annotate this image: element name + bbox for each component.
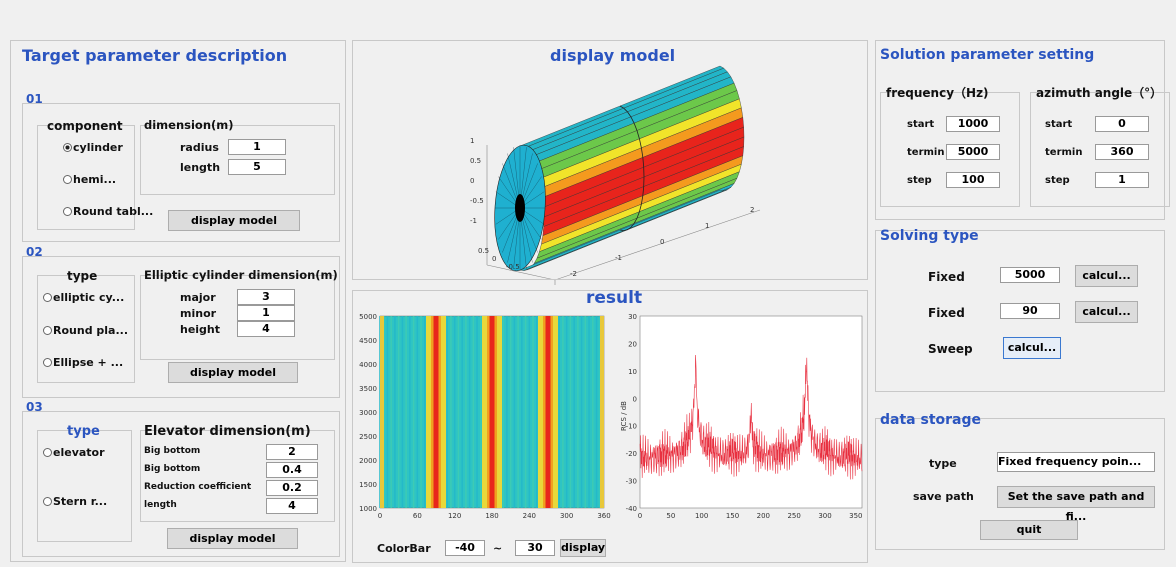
radio-label: Round pla... — [53, 325, 128, 336]
group-title: Elliptic cylinder dimension(m) — [144, 270, 338, 282]
panel-title: display model — [550, 48, 675, 64]
panel-title: Target parameter description — [22, 48, 287, 64]
button[interactable]: display — [560, 539, 606, 557]
field-label: minor — [180, 308, 216, 319]
panel-title: Solution parameter setting — [880, 48, 1094, 62]
radio-label: Round tabl... — [73, 206, 153, 217]
radio-label: cylinder — [73, 142, 123, 153]
field-label: height — [180, 324, 220, 335]
field-label: Fixed — [928, 307, 965, 319]
button[interactable]: calcul... — [1075, 301, 1138, 323]
button[interactable]: quit — [980, 520, 1078, 540]
panel-title: data storage — [880, 413, 981, 427]
input-field[interactable]: 1 — [1095, 172, 1149, 188]
input-field[interactable]: 5000 — [1000, 267, 1060, 283]
field-label: Sweep — [928, 343, 973, 355]
field-label: start — [1045, 120, 1072, 130]
field-label: step — [907, 176, 932, 186]
field-label: type — [929, 458, 957, 469]
field-label: radius — [180, 142, 219, 153]
input-field[interactable]: -40 — [445, 540, 485, 556]
radio-button[interactable] — [63, 207, 72, 216]
button[interactable]: Set the save path and fi... — [997, 486, 1155, 508]
field-label: termin — [907, 148, 944, 158]
field-label: save path — [913, 491, 974, 502]
input-field[interactable]: 1 — [237, 305, 295, 321]
input-field[interactable]: 1 — [228, 139, 286, 155]
section-label: 01 — [26, 93, 43, 105]
input-field[interactable]: 2 — [266, 444, 318, 460]
button[interactable]: calcul... — [1075, 265, 1138, 287]
app-window: 10.50-0.5-10.50-0.5-2-101250004500400035… — [0, 0, 1176, 567]
radio-label: elliptic cy... — [53, 292, 124, 303]
radio-button[interactable] — [63, 175, 72, 184]
input-field[interactable]: 0.4 — [266, 462, 318, 478]
button[interactable]: display model — [168, 210, 300, 231]
radio-button[interactable] — [43, 326, 52, 335]
colorbar-label: ColorBar — [377, 543, 431, 554]
radio-label: elevator — [53, 447, 105, 458]
input-field[interactable]: 100 — [946, 172, 1000, 188]
input-field[interactable]: 360 — [1095, 144, 1149, 160]
result-panel — [352, 290, 868, 563]
display-panel — [352, 40, 868, 280]
panel-title: Solving type — [880, 229, 979, 243]
input-field[interactable]: 90 — [1000, 303, 1060, 319]
radio-label: hemi... — [73, 174, 116, 185]
radio-button[interactable] — [43, 293, 52, 302]
field-label: length — [144, 501, 177, 510]
field-label: Reduction coefficient — [144, 483, 251, 492]
radio-button[interactable] — [43, 497, 52, 506]
input-field[interactable]: 1000 — [946, 116, 1000, 132]
input-field[interactable]: 0.2 — [266, 480, 318, 496]
button[interactable]: display model — [167, 528, 298, 549]
radio-label: Stern r... — [53, 496, 107, 507]
field-label: step — [1045, 176, 1070, 186]
radio-button[interactable] — [43, 448, 52, 457]
field-label: Big bottom — [144, 447, 200, 456]
radio-label: Ellipse + ... — [53, 357, 123, 368]
section-label: 02 — [26, 246, 43, 258]
dropdown[interactable]: Fixed frequency poin... — [997, 452, 1155, 472]
group-title: dimension(m) — [144, 120, 234, 132]
panel-title: result — [586, 290, 642, 307]
field-label: termin — [1045, 148, 1082, 158]
field-label: length — [180, 162, 220, 173]
input-field[interactable]: 5000 — [946, 144, 1000, 160]
input-field[interactable]: 4 — [237, 321, 295, 337]
field-label: start — [907, 120, 934, 130]
group-title: Elevator dimension(m) — [144, 425, 311, 438]
input-field[interactable]: 5 — [228, 159, 286, 175]
field-label: major — [180, 292, 216, 303]
group-title: type — [67, 425, 100, 438]
field-label: Fixed — [928, 271, 965, 283]
group-title: azimuth angle（°） — [1036, 87, 1162, 99]
radio-button[interactable] — [63, 143, 72, 152]
input-field[interactable]: 0 — [1095, 116, 1149, 132]
button[interactable]: display model — [168, 362, 298, 383]
button[interactable]: calcul... — [1003, 337, 1061, 359]
input-field[interactable]: 3 — [237, 289, 295, 305]
section-label: 03 — [26, 401, 43, 413]
group-title: type — [67, 270, 97, 282]
input-field[interactable]: 4 — [266, 498, 318, 514]
field-label: Big bottom — [144, 465, 200, 474]
group-title: frequency（Hz) — [886, 87, 989, 99]
group-title: component — [47, 120, 123, 132]
separator: ~ — [493, 543, 502, 554]
input-field[interactable]: 30 — [515, 540, 555, 556]
